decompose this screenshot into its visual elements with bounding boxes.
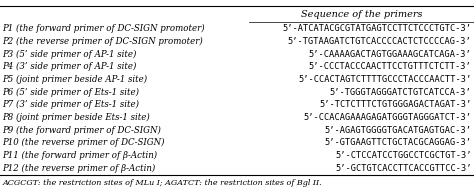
Text: P12 (the reverse primer of β-Actin): P12 (the reverse primer of β-Actin) [2,164,155,173]
Text: P6 (5’ side primer of Ets-1 site): P6 (5’ side primer of Ets-1 site) [2,87,139,97]
Text: P4 (3’ side primer of AP-1 site): P4 (3’ side primer of AP-1 site) [2,62,137,71]
Text: 5’-GCTGTCACCTTCACCGTTCC-3’: 5’-GCTGTCACCTTCACCGTTCC-3’ [335,164,472,173]
Text: P11 (the forward primer of β-Actin): P11 (the forward primer of β-Actin) [2,151,157,160]
Text: 5’-CCACAGAAAGAGATGGGTAGGGATCT-3’: 5’-CCACAGAAAGAGATGGGTAGGGATCT-3’ [304,113,472,122]
Text: P10 (the reverse primer of DC-SIGN): P10 (the reverse primer of DC-SIGN) [2,138,165,147]
Text: P7 (3’ side primer of Ets-1 site): P7 (3’ side primer of Ets-1 site) [2,100,139,109]
Text: P3 (5’ side primer of AP-1 site): P3 (5’ side primer of AP-1 site) [2,49,137,59]
Text: P2 (the reverse primer of DC-SIGN promoter): P2 (the reverse primer of DC-SIGN promot… [2,37,203,46]
Text: 5’-AGAGTGGGGTGACATGAGTGAC-3’: 5’-AGAGTGGGGTGACATGAGTGAC-3’ [325,126,472,135]
Text: 5’-TCTCTTTCTGTGGGAGACTAGAT-3’: 5’-TCTCTTTCTGTGGGAGACTAGAT-3’ [319,100,472,109]
Text: ACGCGT: the restriction sites of MLu I; AGATCT: the restriction sites of Bgl II.: ACGCGT: the restriction sites of MLu I; … [2,179,322,187]
Text: 5’-GTGAAGTTCTGCTACGCAGGAG-3’: 5’-GTGAAGTTCTGCTACGCAGGAG-3’ [325,138,472,147]
Text: P9 (the forward primer of DC-SIGN): P9 (the forward primer of DC-SIGN) [2,126,161,135]
Text: 5’-TGTAAGATCTGTCACCCCACTCTCCCCAG-3’: 5’-TGTAAGATCTGTCACCCCACTCTCCCCAG-3’ [288,37,472,46]
Text: 5’-CCACTAGTCTTTTGCCCTACCCAACTT-3’: 5’-CCACTAGTCTTTTGCCCTACCCAACTT-3’ [298,75,472,84]
Text: 5’-CTCCATCCTGGCCTCGCTGT-3’: 5’-CTCCATCCTGGCCTCGCTGT-3’ [335,151,472,160]
Text: P1 (the forward primer of DC-SIGN promoter): P1 (the forward primer of DC-SIGN promot… [2,24,205,33]
Text: 5’-CAAAAGACTAGTGGAAAGCATCAGA-3’: 5’-CAAAAGACTAGTGGAAAGCATCAGA-3’ [309,49,472,59]
Text: 5’-ATCATACGCGTATGAGTCCTTCTCCCTGTC-3’: 5’-ATCATACGCGTATGAGTCCTTCTCCCTGTC-3’ [283,24,472,33]
Text: 5’-CCCTACCCAACTTCCTGTTTCTCTT-3’: 5’-CCCTACCCAACTTCCTGTTTCTCTT-3’ [309,62,472,71]
Text: P5 (joint primer beside AP-1 site): P5 (joint primer beside AP-1 site) [2,75,147,84]
Text: P8 (joint primer beside Ets-1 site): P8 (joint primer beside Ets-1 site) [2,113,150,122]
Text: 5’-TGGGTAGGGATCTGTCATCCA-3’: 5’-TGGGTAGGGATCTGTCATCCA-3’ [330,88,472,97]
Text: Sequence of the primers: Sequence of the primers [301,10,422,19]
